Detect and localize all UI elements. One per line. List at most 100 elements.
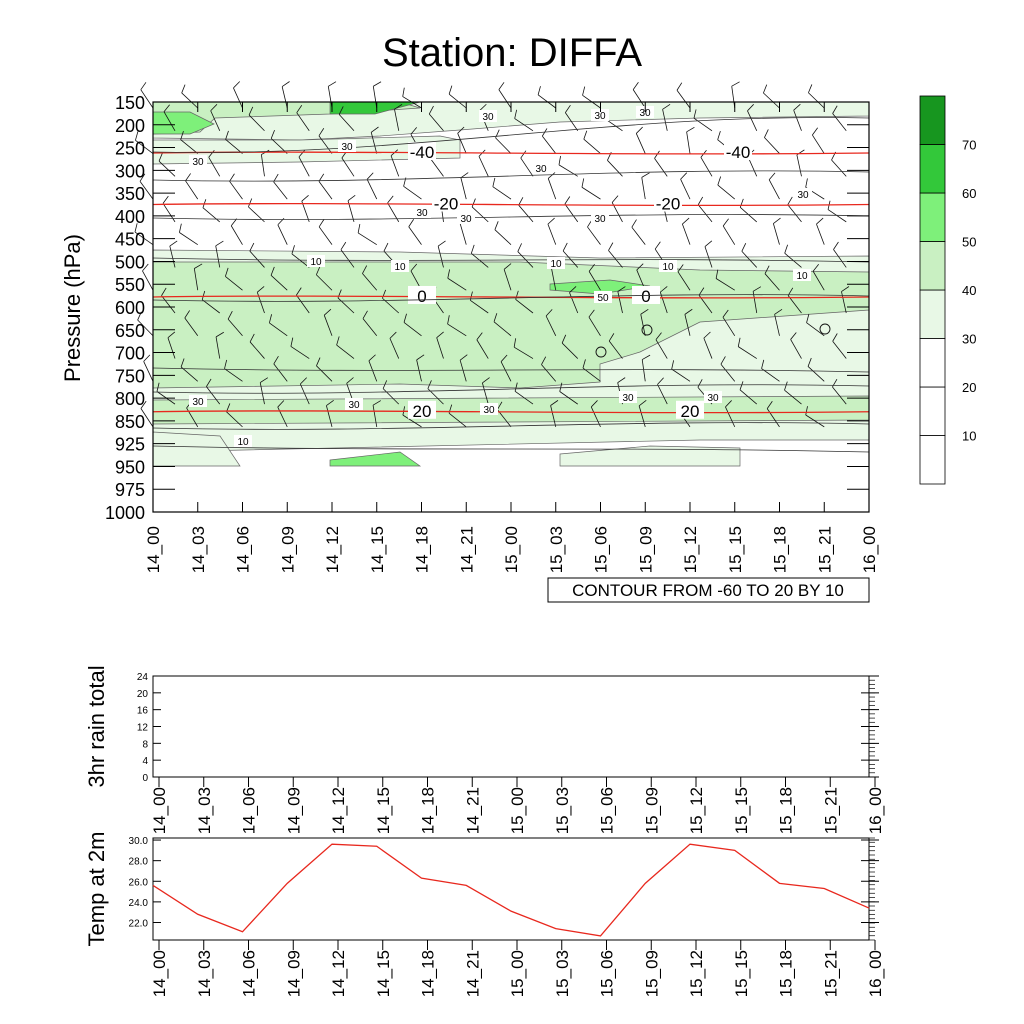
wind-barb-flag	[156, 382, 160, 392]
wind-barb-flag	[832, 333, 838, 342]
wind-barb-shaft	[260, 154, 265, 177]
x-tick-label: 15_00	[508, 950, 527, 997]
wind-barb-flag	[761, 359, 765, 369]
wind-barb-shaft	[520, 157, 534, 177]
wind-barb-flag	[137, 311, 142, 321]
rh-label-bg	[457, 212, 475, 224]
wind-barb-flag	[569, 286, 577, 293]
wind-barb-shaft	[787, 295, 802, 314]
wind-barb-shaft	[135, 140, 154, 154]
colorbar-label: 70	[962, 138, 976, 153]
y-tick-label: 0	[142, 773, 148, 784]
y-tick-label: 12	[137, 723, 149, 734]
wind-barb-flag	[372, 400, 381, 406]
wind-barb-shaft	[481, 382, 489, 405]
wind-barb-shaft	[225, 139, 243, 154]
wind-barb-shaft	[229, 181, 243, 200]
wind-barb-flag	[208, 150, 215, 158]
wind-barb-shaft	[323, 315, 333, 336]
wind-barb-shaft	[370, 132, 378, 154]
rh-contour-label: 30	[707, 393, 719, 404]
x-tick-label: 14_06	[240, 950, 259, 997]
wind-barb-flag	[790, 332, 797, 340]
wind-barb-flag	[677, 264, 684, 273]
wind-barb-flag	[382, 380, 388, 389]
wind-barb-shaft	[545, 315, 557, 336]
wind-barb-shaft	[296, 294, 310, 314]
x-tick-label: 15_06	[592, 526, 611, 573]
x-tick-label: 15_15	[732, 950, 751, 997]
wind-barb-shaft	[210, 110, 221, 131]
rh-label-bg	[594, 291, 612, 303]
wind-barb-shaft	[227, 318, 243, 337]
rh-label-bg	[234, 435, 252, 447]
wind-barb-flag	[725, 400, 732, 408]
y-tick-label: 20	[137, 689, 149, 700]
wind-barb-flag	[194, 263, 203, 269]
temperature-contour-1	[152, 202, 870, 207]
wind-barb-flag	[517, 243, 522, 252]
wind-barb-shaft	[514, 118, 534, 132]
wind-barb-shaft	[340, 249, 355, 268]
wind-barb-shaft	[184, 317, 199, 337]
wind-barb-flag	[717, 176, 722, 186]
temperature-label-bg	[408, 400, 436, 419]
y-tick-label: 26.0	[129, 877, 149, 888]
wind-barb-flag	[787, 196, 793, 205]
wind-barb-shaft	[677, 271, 691, 291]
wind-barb-shaft	[215, 245, 221, 268]
wind-barb-shaft	[273, 181, 288, 200]
colorbar-label: 20	[962, 380, 976, 395]
wind-barb-flag	[583, 130, 588, 140]
x-tick-label: 15_03	[553, 787, 572, 834]
x-tick-label: 14_00	[150, 787, 169, 834]
wind-barb-flag	[169, 240, 178, 247]
wind-barb-flag	[784, 244, 789, 254]
rh-band-925-a	[329, 451, 422, 467]
wind-barb-flag	[298, 149, 306, 158]
y-tick-label: 400	[115, 207, 145, 227]
wind-barb-shaft	[277, 406, 288, 428]
wind-barb-shaft	[273, 363, 288, 382]
wind-barb-flag	[346, 377, 354, 384]
wind-barb-shaft	[224, 368, 243, 382]
wind-barb-flag	[181, 84, 186, 94]
wind-barb-flag	[565, 104, 571, 113]
wind-barb-flag	[368, 354, 376, 362]
y-axis-label: 3hr rain total	[84, 665, 109, 787]
wind-barb-shaft	[812, 134, 825, 154]
wind-barb-shaft	[389, 338, 400, 359]
wind-barb-flag	[747, 104, 754, 112]
wind-barb-shaft	[180, 139, 199, 154]
wind-barb-flag	[686, 126, 695, 133]
rh-contour-line-6	[152, 384, 870, 394]
x-tick-label: 14_21	[463, 787, 482, 834]
wind-barb-shaft	[161, 295, 176, 314]
wind-barb-shaft	[193, 268, 199, 291]
wind-barb-shaft	[202, 207, 221, 223]
wind-barb-shaft	[318, 135, 333, 154]
wind-barb-flag	[657, 377, 664, 385]
rh-contour-label: 30	[348, 400, 360, 411]
wind-barb-shaft	[372, 405, 378, 427]
wind-barb-shaft	[437, 246, 444, 268]
y-tick-label: 24.0	[129, 898, 149, 909]
wind-barb-flag	[763, 84, 768, 94]
colorbar-label: 60	[962, 186, 976, 201]
wind-barb-flag	[841, 286, 850, 292]
wind-barb-shaft	[318, 181, 333, 200]
wind-barb-flag	[638, 399, 647, 407]
temperature-label: -20	[434, 195, 459, 214]
wind-barb-flag	[697, 196, 704, 205]
wind-barb-shaft	[447, 277, 467, 291]
wind-barb-shaft	[500, 361, 512, 382]
wind-barb-flag	[545, 309, 553, 317]
wind-barb-shaft	[806, 322, 825, 337]
wind-barb-flag	[655, 332, 662, 340]
wind-barb-flag	[428, 105, 434, 115]
wind-barb-flag	[248, 198, 253, 208]
wind-barb-shaft	[478, 156, 489, 177]
wind-barb-flag	[249, 242, 255, 252]
wind-barb-shaft	[717, 184, 736, 200]
